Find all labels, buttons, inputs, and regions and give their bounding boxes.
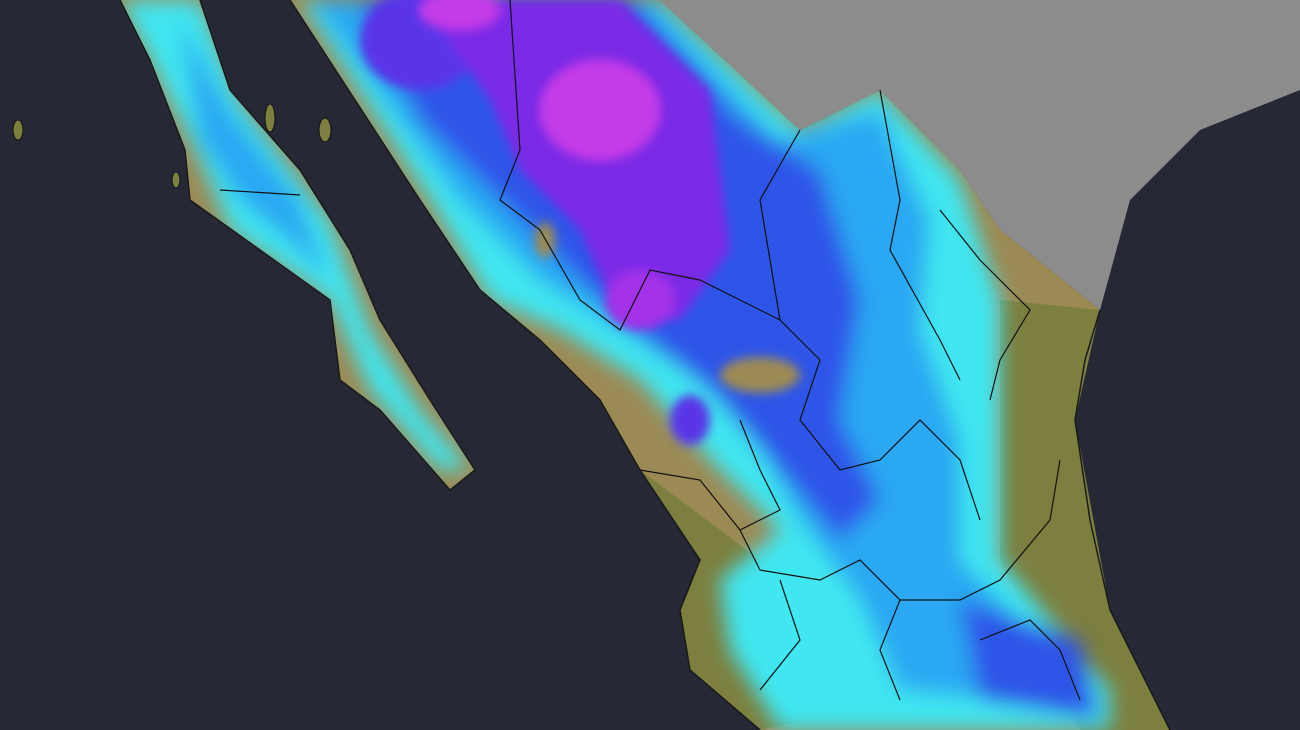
coastlines (119, 0, 1171, 730)
state-borders (219, 0, 1081, 701)
islands (12, 103, 332, 189)
neighbor-land (660, 0, 1300, 310)
precipitation-overlay (120, 0, 1110, 730)
